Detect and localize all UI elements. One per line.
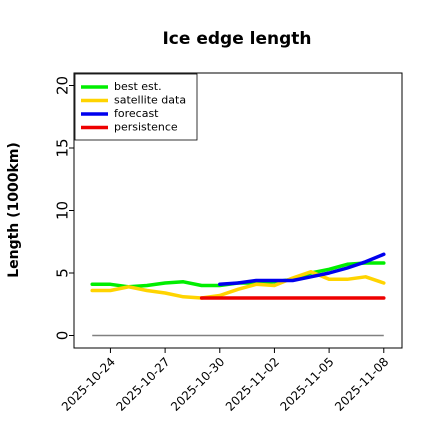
x-tick-label: 2025-10-24: [59, 355, 118, 414]
legend-label: persistence: [114, 121, 178, 134]
x-tick-label: 2025-10-27: [113, 355, 172, 414]
series-line-forecast: [218, 252, 386, 287]
x-tick-label: 2025-11-08: [332, 355, 391, 414]
legend-label: best est.: [114, 80, 162, 93]
legend-label: satellite data: [114, 94, 186, 107]
legend: best est.satellite dataforecastpersisten…: [74, 73, 198, 141]
y-tick-label: 5: [54, 268, 72, 278]
y-tick-label: 10: [54, 201, 72, 220]
series-line-satellite-data: [90, 270, 386, 300]
y-tick-label: 15: [54, 138, 72, 157]
legend-label: forecast: [114, 107, 159, 120]
plot-area: 051015202025-10-242025-10-272025-10-3020…: [54, 72, 403, 414]
y-axis-label: Length (1000km): [6, 142, 22, 278]
y-tick-label: 20: [54, 76, 72, 95]
x-tick-label: 2025-10-30: [168, 355, 227, 414]
chart-title: Ice edge length: [162, 29, 311, 49]
x-tick-label: 2025-11-05: [277, 355, 336, 414]
x-tick-label: 2025-11-02: [223, 355, 282, 414]
y-tick-label: 0: [54, 331, 72, 341]
